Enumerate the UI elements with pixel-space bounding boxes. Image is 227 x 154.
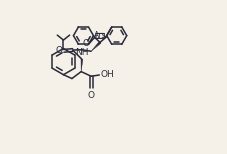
- Text: O: O: [82, 39, 89, 48]
- Text: O: O: [56, 46, 62, 55]
- Polygon shape: [91, 41, 101, 51]
- Polygon shape: [81, 59, 83, 72]
- Text: OH: OH: [100, 71, 114, 79]
- Text: O: O: [88, 91, 95, 99]
- Text: NH: NH: [75, 49, 89, 57]
- FancyBboxPatch shape: [96, 33, 104, 38]
- Text: Ars: Ars: [94, 31, 106, 41]
